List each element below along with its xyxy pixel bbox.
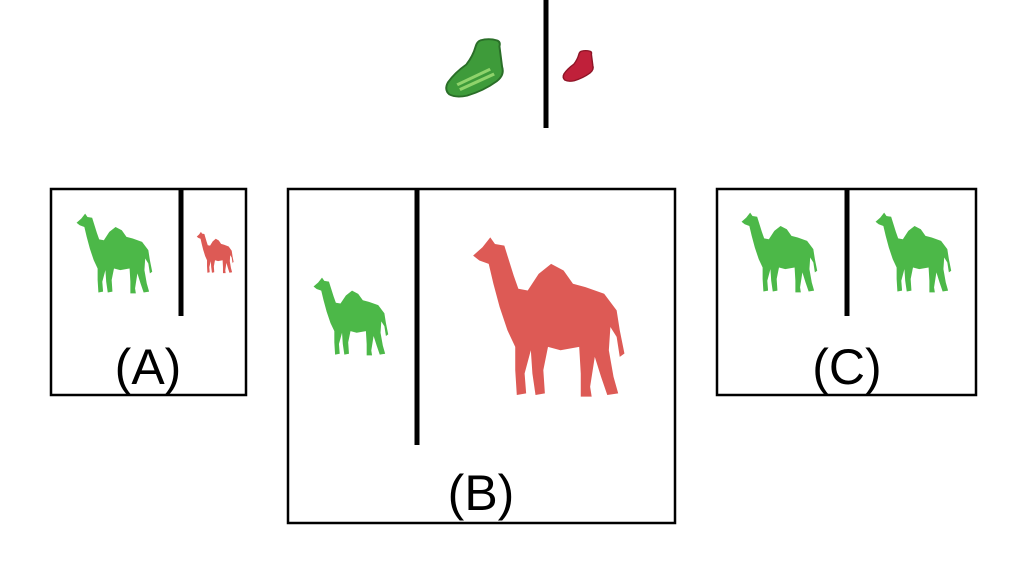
green-camel-icon (741, 212, 818, 293)
large-red-camel-icon (473, 237, 625, 397)
panel-c-label: (C) (812, 339, 881, 395)
green-camel-icon (76, 213, 153, 294)
red-sneaker-icon (562, 49, 594, 82)
panel-a-frame (49, 187, 248, 397)
green-camel-icon (875, 212, 952, 293)
green-camel-icon (313, 277, 389, 356)
small-red-camel-icon (196, 231, 234, 274)
panel-a: (A) (49, 187, 248, 397)
panel-b-frame (286, 187, 677, 525)
panel-c: (C) (715, 187, 978, 397)
panel-b-label: (B) (448, 465, 515, 521)
panel-c-frame (715, 187, 978, 397)
top-example (445, 0, 594, 128)
panel-b: (B) (286, 187, 677, 525)
panel-a-label: (A) (115, 339, 182, 395)
green-sneaker-icon (445, 38, 504, 98)
